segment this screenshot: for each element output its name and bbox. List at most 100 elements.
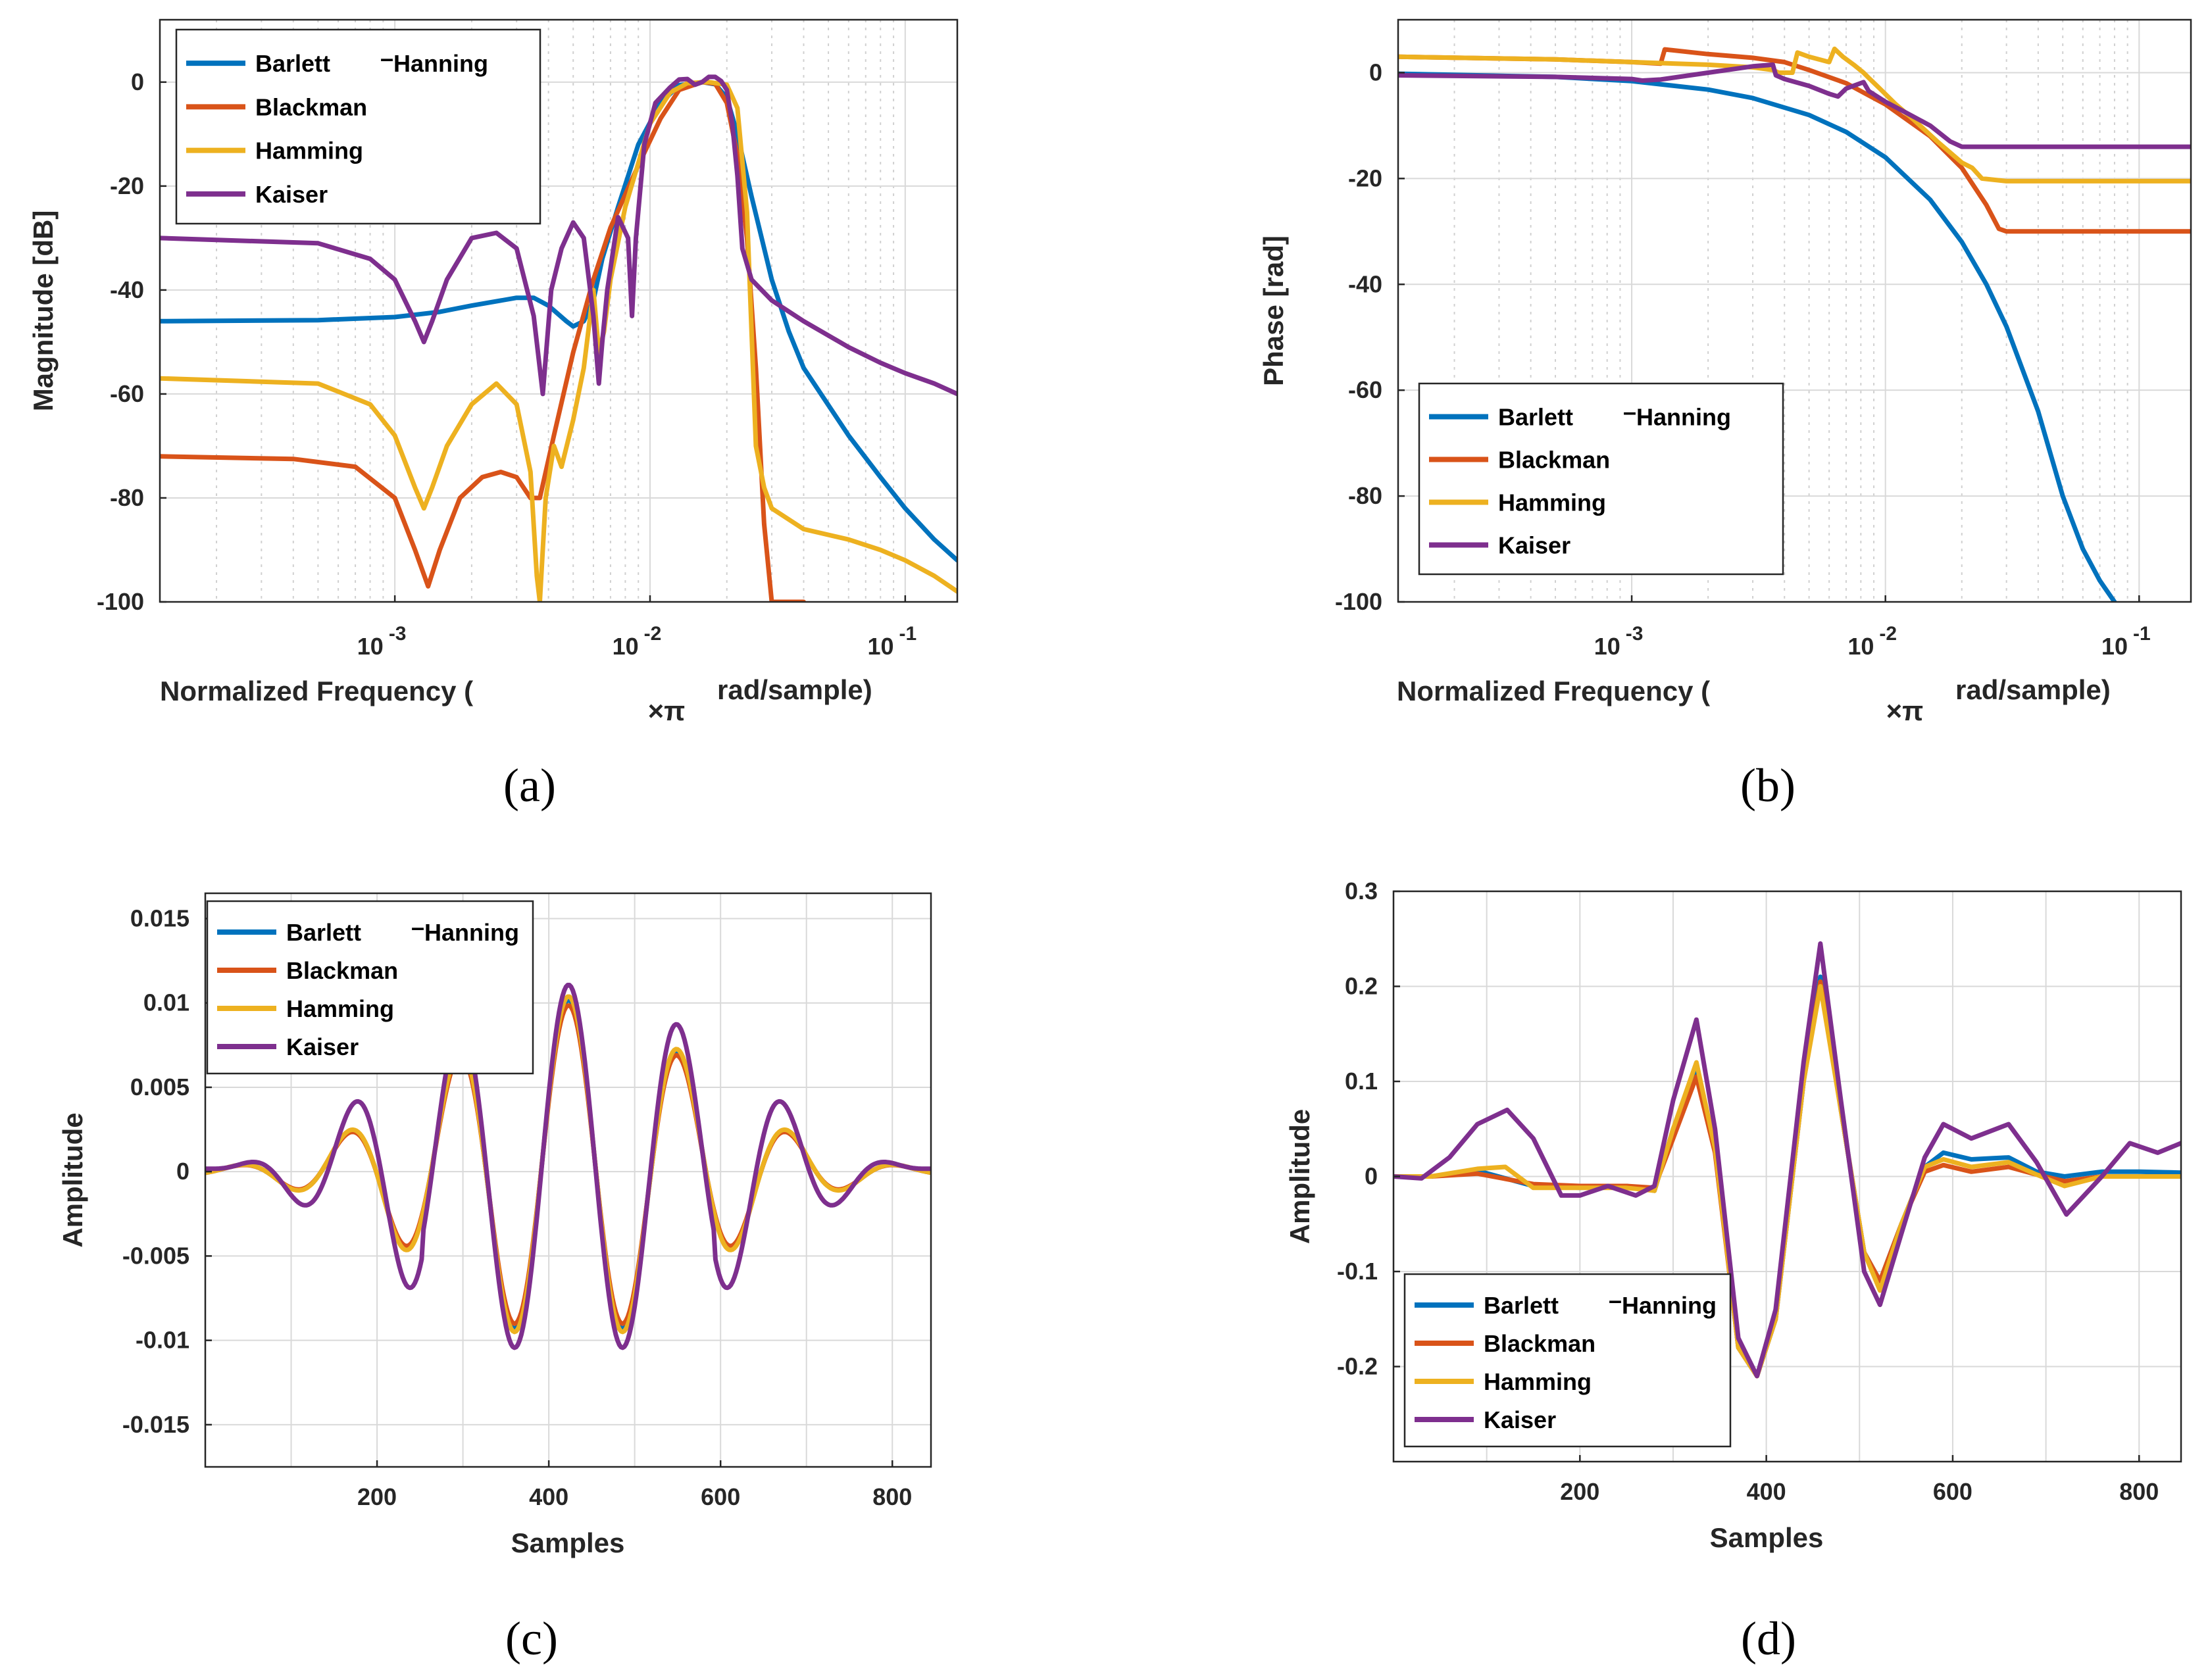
legend-label-hamming: Hamming (255, 137, 363, 164)
legend-label-hanning: Hanning (393, 50, 488, 77)
legend-label-dash: – (1623, 399, 1636, 426)
y-tick-label: 0.1 (1345, 1068, 1378, 1095)
x-tick-label: 800 (2119, 1478, 2159, 1505)
x-axis-label: Samples (511, 1527, 625, 1558)
y-axis-label: Amplitude (57, 1112, 88, 1247)
panel-caption: (d) (1741, 1612, 1796, 1665)
panel-b-phase: 0 -20 -40 -60 -80 -100 10 -3 10 -2 10 -1 Normalized … (1258, 18, 2192, 812)
series-group (1398, 46, 2191, 602)
x-axis-label: rad/sample) (1955, 674, 2111, 705)
legend-label-blackman: Blackman (255, 93, 367, 120)
x-tick-label: 10 -2 (613, 623, 662, 660)
legend-label-kaiser: Kaiser (1484, 1406, 1556, 1433)
legend-label-blackman: Blackman (1484, 1330, 1595, 1357)
y-tick-label: 0 (131, 68, 144, 95)
series-group (160, 74, 957, 602)
y-tick-label: 0 (176, 1158, 189, 1185)
x-axis-label: Normalized Frequency ( (160, 676, 473, 706)
panel-c-impulse-response: 0.015 0.01 0.005 0 -0.005 -0.01 -0.015 200 400 60… (57, 892, 932, 1665)
x-tick-label: 200 (357, 1483, 397, 1510)
series-group (205, 983, 931, 1350)
x-tick-label: 400 (1747, 1478, 1786, 1505)
y-tick-label: -20 (1348, 164, 1382, 191)
y-tick-label: -40 (1348, 270, 1382, 297)
series-line-hamming (1398, 46, 2191, 184)
y-tick-label: -60 (110, 380, 144, 407)
x-tick-label: 600 (1933, 1478, 1972, 1505)
y-tick-label: 0.005 (130, 1074, 189, 1100)
x-tick-label: 800 (872, 1483, 912, 1510)
x-axis-label: rad/sample) (717, 674, 872, 705)
legend-label-barlett: Barlett (1484, 1292, 1559, 1319)
series-line-kaiser (160, 74, 957, 397)
y-tick-label: -80 (110, 484, 144, 511)
legend-label-barlett: Barlett (1498, 404, 1573, 431)
y-axis-label: Phase [rad] (1258, 235, 1289, 386)
grid-lines (1398, 20, 2191, 603)
y-tick-label: -80 (1348, 482, 1382, 509)
y-tick-label: -100 (1335, 588, 1382, 615)
y-tick-label: 0.01 (143, 989, 189, 1016)
series-group (1394, 941, 2181, 1379)
x-tick-label: 200 (1560, 1478, 1599, 1505)
x-tick-label: 10 -3 (357, 623, 407, 660)
legend-label-hamming: Hamming (286, 995, 394, 1022)
panel-d-impulse-response: 0.3 0.2 0.1 0 -0.1 -0.2 200 400 600 800 Samples Amp… (1284, 877, 2182, 1665)
x-tick-label: 10 -1 (2101, 623, 2151, 660)
legend-label-kaiser: Kaiser (255, 181, 328, 208)
x-tick-label: 10 -2 (1847, 623, 1897, 660)
x-axis-label: Samples (1710, 1522, 1824, 1553)
legend-label-blackman: Blackman (286, 957, 398, 984)
legend-label-kaiser: Kaiser (286, 1033, 359, 1060)
legend-label-kaiser: Kaiser (1498, 532, 1570, 559)
series-line-kaiser (205, 983, 931, 1350)
legend-label-dash: – (1609, 1287, 1622, 1314)
y-axis-label: Amplitude (1284, 1109, 1315, 1244)
legend-label-dash: – (411, 914, 424, 941)
y-tick-label: -0.1 (1337, 1258, 1378, 1285)
y-tick-label: -20 (110, 172, 144, 199)
legend-label-blackman: Blackman (1498, 447, 1610, 474)
y-tick-label: 0.2 (1345, 973, 1378, 1000)
series-line-kaiser (1394, 941, 2181, 1379)
series-line-barlett_hanning (1398, 71, 2117, 602)
panel-caption: (b) (1740, 759, 1796, 812)
y-tick-label: -60 (1348, 376, 1382, 403)
x-tick-label: 10 -3 (1594, 623, 1644, 660)
legend: Barlett – Hanning Blackman Hamming Kaiser (1403, 1273, 1732, 1448)
y-tick-label: 0.3 (1345, 877, 1378, 904)
legend-label-barlett: Barlett (255, 50, 330, 77)
plot-frame (1397, 18, 2192, 603)
panel-caption: (c) (505, 1612, 558, 1665)
legend-label-barlett: Barlett (286, 919, 361, 946)
series-line-hamming (205, 994, 931, 1335)
legend: Barlett – Hanning Blackman Hamming Kaiser (206, 900, 534, 1075)
y-tick-label: -100 (97, 588, 144, 615)
y-tick-label: -0.005 (122, 1242, 189, 1269)
plot-frame (204, 892, 932, 1468)
y-tick-label: 0 (1365, 1163, 1378, 1190)
y-tick-label: 0.015 (130, 904, 189, 931)
legend-label-hanning: Hanning (1636, 404, 1731, 431)
x-axis-label: Normalized Frequency ( (1397, 676, 1710, 706)
series-line-hamming (160, 80, 957, 602)
y-tick-label: -0.01 (136, 1327, 189, 1354)
y-tick-label: -0.015 (122, 1411, 189, 1438)
legend-label-dash: – (380, 45, 393, 72)
series-line-kaiser (1398, 62, 2191, 149)
y-tick-label: -40 (110, 276, 144, 303)
panel-a-magnitude: 0 -20 -40 -60 -80 -100 10 -3 10 -2 10 -1 Normalized … (28, 18, 959, 812)
x-tick-label: 400 (529, 1483, 568, 1510)
plot-frame (159, 18, 959, 603)
x-axis-label: ×π (1886, 695, 1924, 726)
legend: Barlett – Hanning Blackman Hamming Kaiser (1418, 382, 1784, 576)
x-axis-label: ×π (648, 695, 686, 726)
y-tick-label: -0.2 (1337, 1353, 1378, 1380)
x-tick-label: 10 -1 (867, 623, 917, 660)
x-tick-label: 600 (701, 1483, 740, 1510)
y-tick-label: 0 (1369, 59, 1382, 86)
y-axis-label: Magnitude [dB] (28, 210, 59, 412)
legend-label-hamming: Hamming (1498, 489, 1606, 516)
panel-caption: (a) (503, 759, 556, 812)
